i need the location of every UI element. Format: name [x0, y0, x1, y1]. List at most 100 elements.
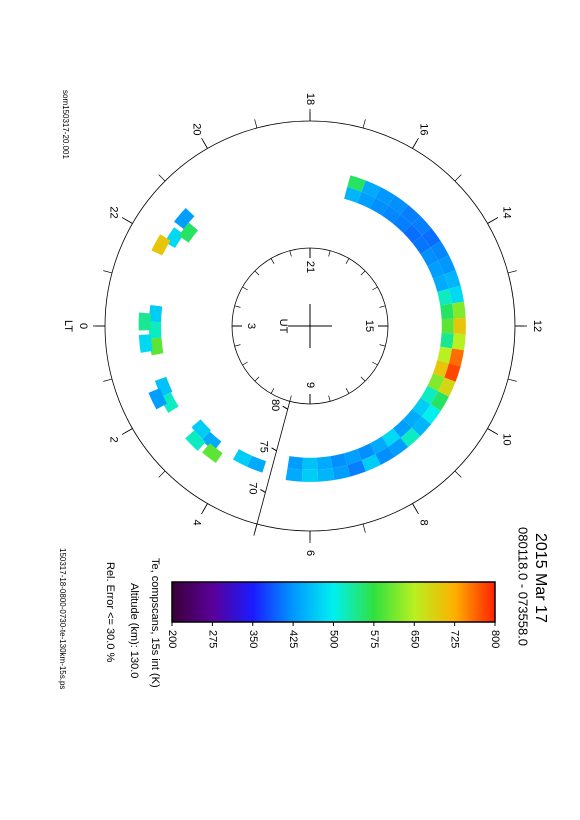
- ut-minor-tick: [379, 344, 386, 347]
- data-cell: [369, 436, 389, 455]
- data-cell: [412, 397, 431, 417]
- lt-minor-tick: [103, 378, 113, 382]
- ut-label: UT: [277, 319, 289, 334]
- data-cell: [411, 416, 432, 437]
- data-cell: [174, 208, 195, 229]
- lt-tick-label: 16: [418, 123, 430, 135]
- data-cell: [159, 392, 179, 413]
- ut-tick-label: 9: [304, 382, 316, 388]
- data-cell: [412, 235, 431, 255]
- ut-minor-tick: [270, 258, 275, 264]
- error-label: Rel. Error <= 30.0 %: [104, 562, 116, 662]
- ut-minor-tick: [234, 305, 241, 308]
- data-cell: [361, 180, 381, 198]
- lt-tick: [201, 503, 208, 515]
- ut-minor-tick: [328, 395, 331, 402]
- lt-tick-label: 10: [501, 433, 513, 445]
- ut-minor-tick: [234, 344, 241, 347]
- data-cell: [430, 241, 449, 261]
- lt-tick-label: 4: [191, 520, 203, 526]
- ut-minor-tick: [328, 250, 331, 257]
- data-cell: [201, 431, 222, 452]
- data-cell: [138, 334, 153, 353]
- data-cell: [421, 404, 441, 425]
- footer: 150317-18-0800-0730-te-130km-15s.ps: [58, 548, 67, 689]
- lt-tick: [487, 217, 499, 224]
- ut-tick-label: 15: [363, 320, 375, 332]
- lat-tick: [260, 488, 266, 493]
- lat-tick-label: 75: [258, 441, 270, 453]
- data-cell: [369, 197, 389, 216]
- data-cell: [392, 214, 412, 233]
- data-cell: [420, 247, 439, 267]
- lt-tick: [487, 428, 499, 435]
- data-cell: [381, 205, 401, 224]
- data-cell: [452, 333, 466, 351]
- ut-tick-label: 21: [304, 261, 316, 273]
- lt-minor-tick: [158, 470, 166, 478]
- data-cell: [357, 191, 376, 209]
- lt-minor-tick: [454, 470, 462, 478]
- data-cell: [185, 430, 206, 451]
- lt-tick-label: 18: [304, 93, 316, 105]
- data-cell: [400, 427, 421, 448]
- data-cell: [411, 215, 432, 236]
- colorbar-tick-label: 200: [166, 630, 178, 648]
- colorbar-tick-label: 725: [449, 630, 461, 648]
- lt-tick-label: 6: [304, 550, 316, 556]
- lt-minor-tick: [362, 119, 366, 129]
- data-cell: [178, 222, 198, 243]
- ut-minor-tick: [289, 250, 292, 257]
- lt-minor-tick: [254, 119, 258, 129]
- lt-minor-tick: [362, 523, 366, 533]
- data-cell: [164, 227, 184, 249]
- ut-minor-tick: [289, 395, 292, 402]
- file-label: som150317-20.001: [61, 90, 70, 159]
- data-cell: [444, 363, 461, 382]
- data-cell: [440, 332, 454, 349]
- lt-minor-tick: [158, 174, 166, 182]
- data-cell: [148, 304, 163, 323]
- data-cell: [448, 348, 464, 367]
- data-cell: [421, 227, 441, 248]
- data-cell: [427, 373, 445, 392]
- data-cell: [347, 175, 366, 192]
- lt-tick-label: 14: [501, 206, 513, 218]
- lt-label: LT: [62, 320, 74, 332]
- data-cell: [375, 446, 395, 465]
- lt-minor-tick: [103, 270, 113, 274]
- data-cell: [438, 377, 456, 397]
- data-cell: [392, 419, 412, 438]
- data-cell: [191, 419, 211, 440]
- data-cell: [285, 468, 303, 482]
- subtitle: 080118.0 - 073558.0: [516, 527, 531, 646]
- data-cell: [388, 437, 409, 457]
- data-cell: [149, 337, 164, 356]
- data-cell: [357, 443, 376, 461]
- colorbar-label: Te, compscans, 15s int (K): [149, 558, 161, 688]
- ut-minor-tick: [372, 361, 378, 366]
- lat-axis: [253, 401, 291, 536]
- data-cell: [301, 469, 319, 482]
- lt-tick-label: 22: [108, 206, 120, 218]
- data-cell: [330, 453, 348, 469]
- data-cell: [247, 455, 267, 473]
- data-cell: [430, 391, 449, 411]
- ut-minor-tick: [360, 270, 366, 276]
- ut-minor-tick: [345, 258, 350, 264]
- lt-tick: [121, 217, 133, 224]
- lt-tick-label: 12: [531, 320, 543, 332]
- colorbar-tick-label: 575: [368, 630, 380, 648]
- lt-minor-tick: [454, 174, 462, 182]
- title: 2015 Mar 17: [532, 533, 549, 623]
- ut-minor-tick: [360, 376, 366, 382]
- data-cell: [452, 301, 466, 319]
- lt-tick-label: 0: [77, 323, 89, 329]
- data-cell: [448, 285, 464, 304]
- colorbar: [171, 581, 496, 623]
- data-cell: [433, 274, 449, 292]
- lt-tick: [412, 137, 419, 149]
- data-cell: [403, 408, 422, 428]
